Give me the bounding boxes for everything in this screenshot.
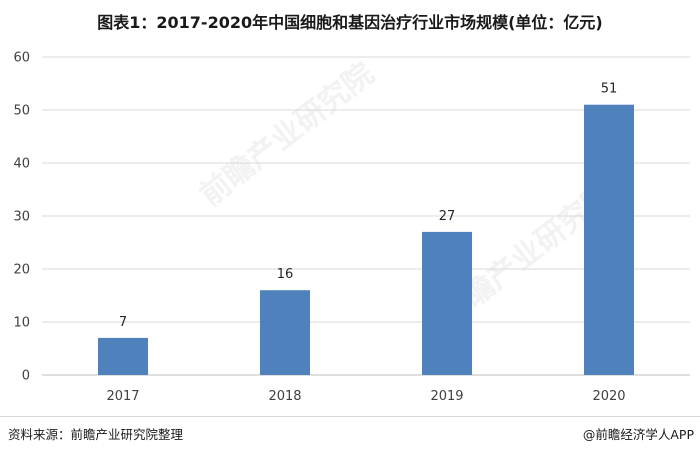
chart-title: 图表1：2017-2020年中国细胞和基因治疗行业市场规模(单位：亿元) — [97, 13, 603, 32]
x-tick-label: 2018 — [268, 389, 301, 404]
footer-divider — [0, 416, 700, 417]
y-tick-label: 0 — [22, 369, 30, 384]
x-tick-label: 2017 — [106, 389, 139, 404]
bar — [98, 337, 148, 375]
x-tick-label: 2019 — [430, 389, 463, 404]
y-tick-label: 30 — [13, 210, 30, 225]
brand-credit: @前瞻经济学人APP — [582, 427, 694, 442]
y-tick-label: 40 — [13, 157, 30, 172]
bar — [260, 290, 310, 375]
data-label: 16 — [277, 267, 294, 282]
y-tick-label: 10 — [13, 316, 30, 331]
data-label: 7 — [119, 315, 127, 330]
bar — [422, 231, 472, 375]
bar — [584, 104, 634, 375]
source-note: 资料来源：前瞻产业研究院整理 — [8, 427, 184, 442]
y-tick-label: 50 — [13, 104, 30, 119]
y-tick-label: 60 — [13, 51, 30, 66]
x-tick-label: 2020 — [592, 389, 625, 404]
data-label: 51 — [601, 82, 618, 97]
y-tick-label: 20 — [13, 263, 30, 278]
data-label: 27 — [439, 209, 456, 224]
bar-chart: 0 10 20 30 40 50 60 7 2017 16 2018 27 2019 51 2020 — [13, 51, 690, 404]
